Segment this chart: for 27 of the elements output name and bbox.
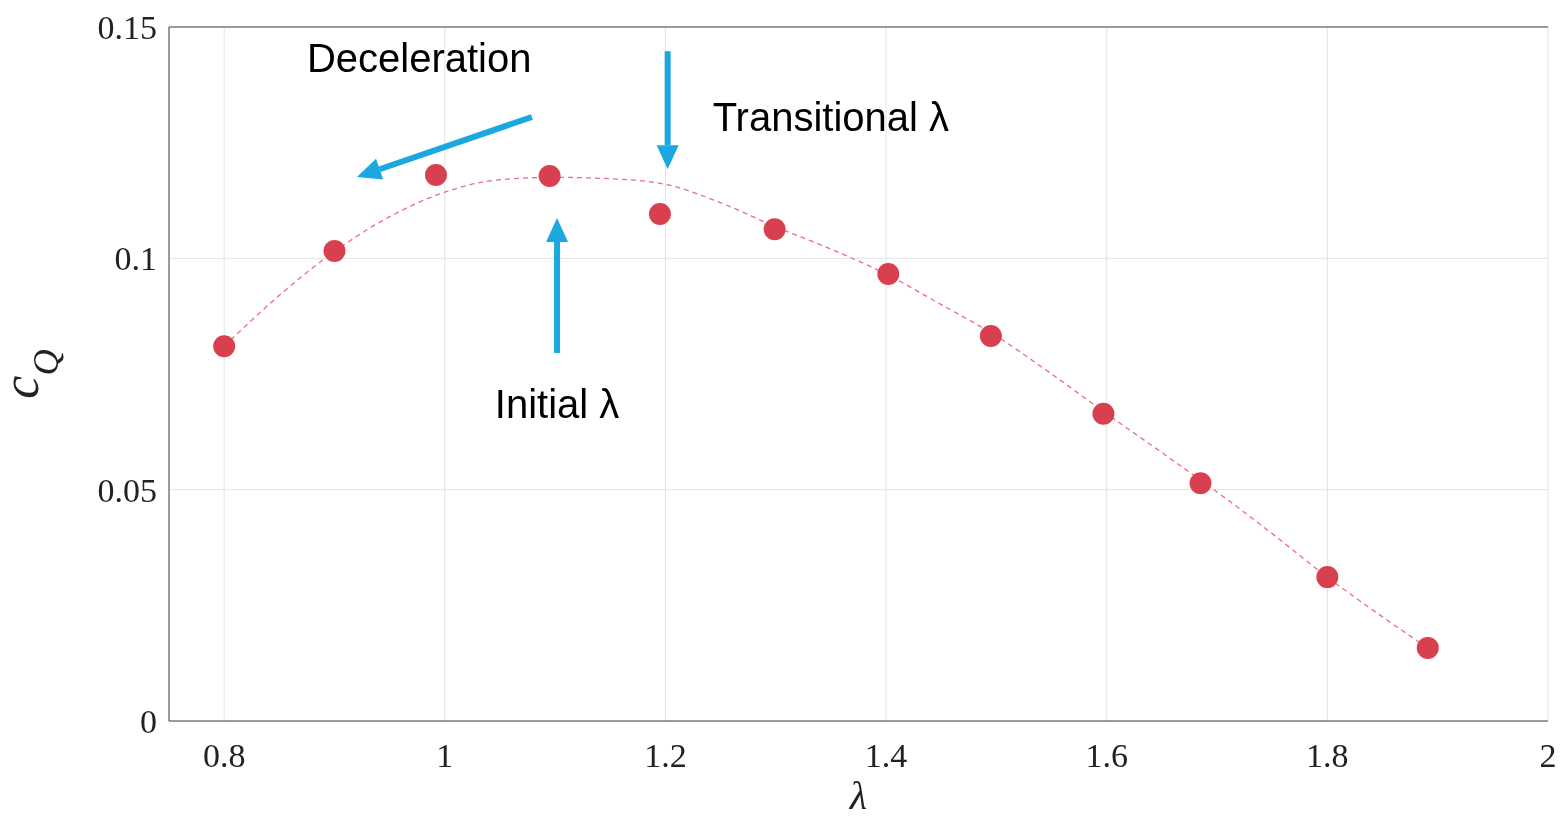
x-tick-label: 0.8 — [202, 737, 246, 775]
point — [648, 202, 671, 225]
x-tick-label: 1.8 — [1306, 737, 1349, 775]
annotation: Initial λ — [494, 381, 620, 426]
annotation: Transitional λ — [712, 95, 950, 140]
y-tick-label: 0 — [140, 703, 157, 741]
x-tick-label: 2 — [1539, 737, 1557, 775]
point — [538, 164, 561, 187]
x-tick-label: 1.4 — [864, 737, 908, 775]
y-tick-label: 0.15 — [97, 9, 157, 47]
point — [424, 164, 447, 187]
annotation: Deceleration — [306, 36, 532, 80]
point — [1189, 472, 1212, 495]
point — [323, 239, 346, 262]
point — [1416, 636, 1439, 659]
point — [979, 325, 1002, 348]
y-tick-label: 0.05 — [97, 471, 157, 509]
y-tick-label: 0.1 — [114, 240, 157, 278]
point — [763, 218, 786, 241]
x-tick-label: 1.2 — [644, 737, 687, 775]
point — [1092, 402, 1115, 425]
point — [877, 263, 900, 286]
x-tick-label: 1 — [436, 737, 454, 775]
point — [213, 335, 236, 358]
point — [1316, 566, 1339, 589]
x-axis-title: λ — [848, 773, 868, 818]
x-tick-label: 1.6 — [1085, 737, 1128, 775]
